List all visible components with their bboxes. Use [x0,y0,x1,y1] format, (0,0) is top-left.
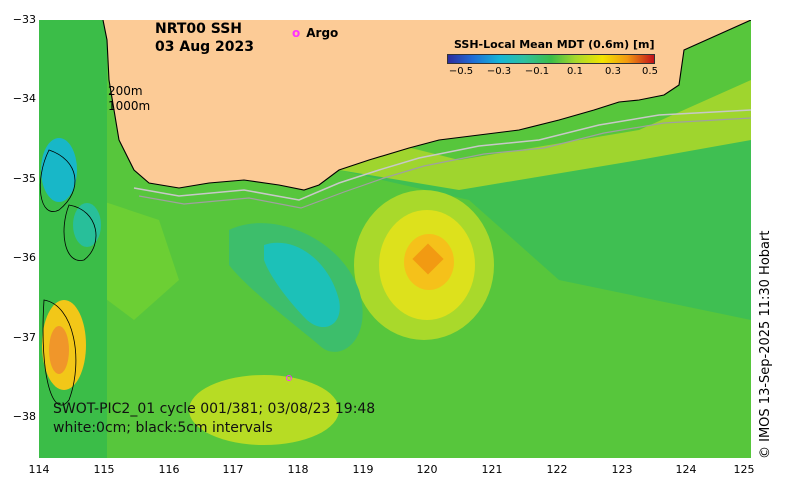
y-tick-label: −36 [12,251,36,264]
colorbar-tick: 0.3 [605,66,621,77]
contour-interval-label: white:0cm; black:5cm intervals [53,420,273,436]
west-orange-core [49,326,69,374]
contour-west-1 [39,149,76,212]
x-tick-label: 122 [546,463,568,476]
x-tick-label: 123 [611,463,633,476]
isobath-200m [133,109,751,201]
argo-float-marker [286,375,292,381]
x-tick-label: 117 [222,463,244,476]
high-anomaly-peak [412,243,444,275]
contour-west-3 [42,299,77,406]
x-tick-label: 114 [28,463,50,476]
x-tick-label: 120 [416,463,438,476]
argo-legend: o Argo [292,26,338,40]
isobath-label-1000m: 1000m [108,99,151,113]
colorbar-tick: 0.1 [567,66,583,77]
y-tick-label: −33 [12,13,36,26]
argo-marker-icon: o [292,26,301,40]
contour-west-2 [63,204,97,261]
argo-legend-label: Argo [306,26,339,40]
colorbar-tick: −0.3 [486,66,512,77]
map-title-date: 03 Aug 2023 [155,39,255,55]
west-cyan-eddy-2 [73,203,101,247]
colorbar-tick: −0.1 [524,66,550,77]
isobath-1000m [138,117,751,209]
map-title-product: NRT00 SSH [155,21,243,37]
x-tick-label: 118 [287,463,309,476]
x-tick-label: 119 [352,463,374,476]
low-anomaly-tongue [94,200,179,320]
west-cyan-eddy [41,138,77,202]
y-tick-label: −35 [12,172,36,185]
isobath-label-200m: 200m [108,84,143,98]
colorbar [447,54,655,64]
south-yellow-patch [189,375,339,445]
map-title: NRT00 SSH 03 Aug 2023 [155,20,254,56]
y-tick-label: −34 [12,92,36,105]
x-tick-label: 124 [675,463,697,476]
ssh-map-plot [39,20,751,458]
swot-pass-label: SWOT-PIC2_01 cycle 001/381; 03/08/23 19:… [53,401,376,417]
x-tick-label: 125 [733,463,755,476]
colorbar-tick: 0.5 [642,66,658,77]
swot-overlay-info: SWOT-PIC2_01 cycle 001/381; 03/08/23 19:… [53,400,375,438]
x-tick-label: 115 [93,463,115,476]
imos-credit: © IMOS 13-Sep-2025 11:30 Hobart [758,230,773,459]
x-tick-label: 121 [481,463,503,476]
low-anomaly-core [264,242,340,328]
colorbar-title: SSH-Local Mean MDT (0.6m) [m] [454,38,655,51]
y-tick-label: −38 [12,410,36,423]
coastline [102,20,751,191]
map-area [39,20,751,458]
colorbar-tick: −0.5 [448,66,474,77]
x-tick-label: 116 [158,463,180,476]
isobath-labels: 200m 1000m [108,84,150,114]
y-tick-label: −37 [12,331,36,344]
